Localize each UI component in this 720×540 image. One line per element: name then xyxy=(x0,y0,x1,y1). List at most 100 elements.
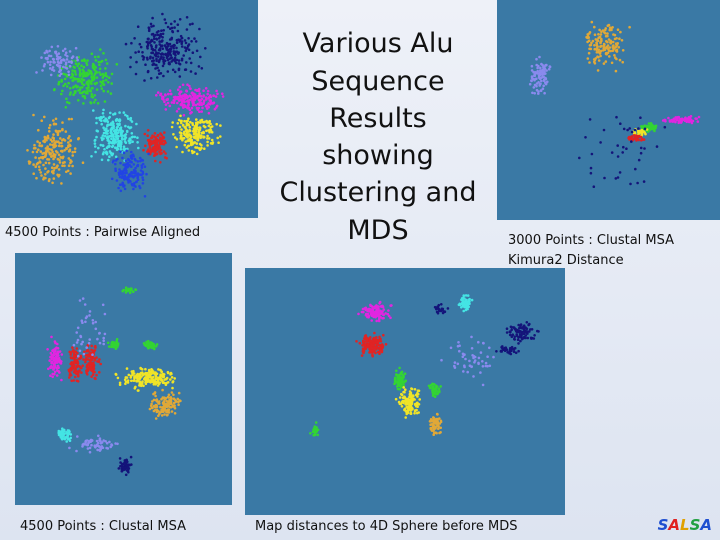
point xyxy=(81,340,84,344)
point xyxy=(188,98,191,102)
point xyxy=(71,346,74,349)
point xyxy=(161,380,164,383)
point xyxy=(52,133,55,136)
point xyxy=(76,64,79,68)
point xyxy=(124,113,127,117)
point xyxy=(63,437,67,441)
point xyxy=(610,28,613,32)
point xyxy=(482,341,485,345)
point xyxy=(71,150,74,154)
point xyxy=(520,332,523,336)
point xyxy=(384,312,388,315)
point xyxy=(169,92,173,96)
point xyxy=(394,397,398,401)
point xyxy=(47,54,51,58)
point xyxy=(176,101,179,105)
point xyxy=(73,69,77,73)
point xyxy=(146,58,149,61)
point xyxy=(468,297,471,301)
point xyxy=(621,49,625,52)
point xyxy=(157,60,161,64)
point xyxy=(83,96,87,100)
point xyxy=(103,148,106,151)
point xyxy=(84,358,88,362)
point xyxy=(695,117,698,120)
point xyxy=(170,403,173,406)
point xyxy=(503,349,507,353)
point xyxy=(115,148,119,152)
point xyxy=(519,339,522,343)
point xyxy=(55,130,58,133)
point xyxy=(437,303,441,307)
point xyxy=(57,82,60,86)
point xyxy=(191,123,195,127)
point xyxy=(61,89,64,93)
point xyxy=(462,309,466,313)
point xyxy=(126,163,130,166)
point xyxy=(180,57,184,61)
point xyxy=(111,133,114,137)
point xyxy=(462,370,465,373)
point xyxy=(379,305,383,308)
point xyxy=(511,333,515,337)
point xyxy=(125,149,128,153)
point xyxy=(142,342,146,345)
point xyxy=(209,126,212,129)
point xyxy=(587,36,590,39)
point xyxy=(52,368,55,371)
point xyxy=(160,142,164,146)
point xyxy=(86,369,89,373)
point xyxy=(544,82,548,86)
point xyxy=(191,51,195,54)
point xyxy=(130,463,133,466)
point xyxy=(99,84,103,87)
point xyxy=(105,127,108,130)
point xyxy=(117,171,121,175)
point xyxy=(441,311,445,315)
point xyxy=(169,22,173,26)
point xyxy=(518,326,521,330)
point xyxy=(538,55,541,59)
point xyxy=(125,176,129,180)
point xyxy=(86,73,90,77)
point xyxy=(100,87,104,90)
point xyxy=(106,129,110,133)
point xyxy=(602,49,605,52)
point xyxy=(164,108,168,111)
point xyxy=(73,147,77,150)
point xyxy=(131,140,134,143)
point xyxy=(628,127,631,130)
point xyxy=(123,178,126,181)
point xyxy=(145,341,149,345)
point xyxy=(179,34,183,38)
point xyxy=(417,403,421,406)
point xyxy=(37,128,40,132)
point xyxy=(99,48,102,51)
point xyxy=(368,307,371,311)
point xyxy=(443,310,447,314)
point xyxy=(219,135,222,138)
point xyxy=(433,305,437,309)
point xyxy=(137,146,140,150)
point xyxy=(67,438,71,441)
point xyxy=(109,123,113,127)
point xyxy=(185,94,189,98)
point xyxy=(406,398,409,402)
point xyxy=(66,55,69,58)
point xyxy=(193,141,197,144)
point xyxy=(143,79,146,82)
point xyxy=(100,158,104,162)
point xyxy=(46,158,49,161)
point xyxy=(167,404,170,407)
point xyxy=(434,419,437,423)
point xyxy=(188,57,191,60)
point xyxy=(76,326,80,330)
point xyxy=(179,94,182,98)
point xyxy=(92,109,95,112)
point xyxy=(170,372,173,376)
point xyxy=(134,159,137,162)
point xyxy=(149,404,153,408)
point xyxy=(172,46,175,50)
point xyxy=(367,314,371,318)
point xyxy=(130,150,133,154)
